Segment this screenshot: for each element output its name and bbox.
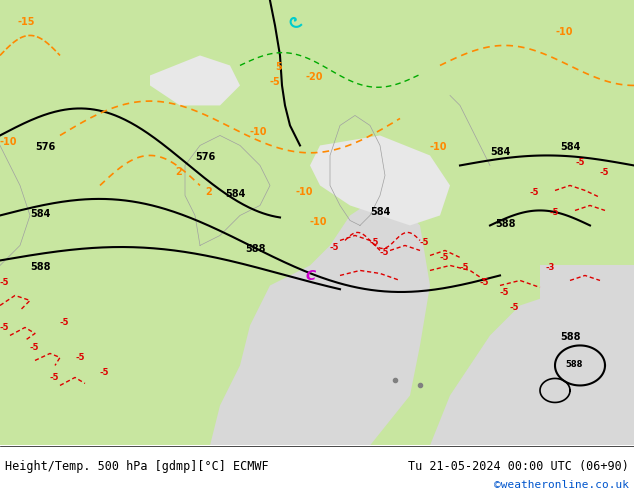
Text: 584: 584	[560, 143, 580, 152]
Text: Tu 21-05-2024 00:00 UTC (06+90): Tu 21-05-2024 00:00 UTC (06+90)	[408, 460, 629, 473]
Text: 584: 584	[370, 207, 391, 218]
Text: -5: -5	[530, 189, 540, 197]
Polygon shape	[540, 266, 634, 445]
Text: -5: -5	[60, 318, 70, 327]
Polygon shape	[210, 196, 430, 445]
Text: -5: -5	[75, 353, 84, 363]
Polygon shape	[150, 55, 240, 105]
Text: 584: 584	[225, 190, 245, 199]
Text: -5: -5	[0, 323, 10, 332]
Polygon shape	[430, 295, 580, 445]
Text: -5: -5	[0, 278, 10, 288]
Polygon shape	[0, 0, 634, 445]
Text: 2: 2	[175, 168, 182, 177]
Text: 576: 576	[195, 152, 216, 163]
Text: -10: -10	[555, 27, 573, 37]
Text: -5: -5	[330, 244, 339, 252]
Text: -5: -5	[460, 264, 470, 272]
Text: -3: -3	[545, 264, 554, 272]
Text: Height/Temp. 500 hPa [gdmp][°C] ECMWF: Height/Temp. 500 hPa [gdmp][°C] ECMWF	[5, 460, 269, 473]
Text: -10: -10	[250, 127, 268, 138]
Text: -5: -5	[270, 77, 281, 87]
Text: -5: -5	[50, 373, 60, 383]
Text: -5: -5	[550, 208, 559, 218]
Text: -10: -10	[430, 143, 448, 152]
Text: -5: -5	[370, 239, 380, 247]
Text: -15: -15	[18, 18, 36, 27]
Text: -10: -10	[310, 218, 328, 227]
Text: 588: 588	[565, 361, 583, 369]
Text: -5: -5	[30, 343, 39, 352]
Text: -10: -10	[295, 188, 313, 197]
Text: 588: 588	[245, 245, 266, 254]
Text: -5: -5	[420, 239, 429, 247]
Text: 2: 2	[205, 188, 212, 197]
Text: -5: -5	[480, 278, 489, 288]
Text: -5: -5	[440, 253, 450, 263]
Text: -5: -5	[510, 303, 519, 313]
Text: -10: -10	[0, 138, 18, 147]
Text: -5: -5	[575, 158, 585, 168]
Text: C: C	[305, 270, 315, 283]
Text: -5: -5	[600, 169, 609, 177]
Text: -5: -5	[100, 368, 110, 377]
Polygon shape	[310, 135, 450, 225]
Text: 588: 588	[560, 332, 581, 343]
Text: 588: 588	[495, 220, 515, 229]
Text: -5: -5	[380, 248, 389, 257]
Text: 5: 5	[275, 62, 281, 73]
Text: -20: -20	[305, 73, 323, 82]
Text: 584: 584	[30, 209, 50, 220]
Text: 588: 588	[30, 263, 51, 272]
Text: 576: 576	[35, 143, 55, 152]
Text: 584: 584	[490, 147, 510, 157]
Text: ©weatheronline.co.uk: ©weatheronline.co.uk	[494, 480, 629, 490]
Text: -5: -5	[500, 289, 510, 297]
